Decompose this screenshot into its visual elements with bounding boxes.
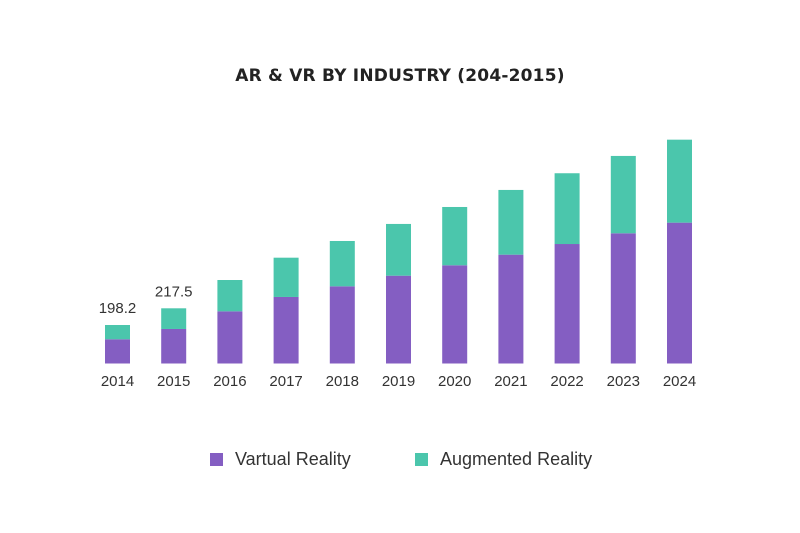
legend-item-vr: Vartual Reality (210, 449, 351, 470)
bar-ar-2022 (554, 173, 580, 245)
bar-ar-2019 (386, 223, 411, 276)
bar-ar-2018 (329, 240, 355, 287)
bar-ar-2020 (442, 206, 468, 266)
legend-label-vr: Vartual Reality (235, 449, 351, 469)
x-tick-label: 2023 (607, 373, 640, 390)
legend-swatch-ar (415, 453, 428, 466)
bar-vr-2019 (386, 275, 411, 364)
legend-swatch-vr (210, 453, 223, 466)
bar-vr-2017 (273, 296, 299, 364)
data-label: 198.2 (99, 300, 137, 317)
x-tick-label: 2017 (269, 373, 302, 390)
bar-vr-2023 (610, 233, 636, 364)
legend-item-ar: Augmented Reality (415, 449, 592, 470)
bar-vr-2024 (667, 222, 692, 364)
bar-vr-2020 (442, 265, 468, 364)
x-tick-label: 2014 (101, 373, 134, 390)
bar-ar-2024 (667, 139, 692, 223)
x-tick-label: 2016 (213, 373, 246, 390)
bar-vr-2016 (217, 311, 243, 364)
bar-ar-2021 (498, 189, 524, 255)
x-tick-label: 2015 (157, 373, 190, 390)
bar-ar-2017 (273, 257, 299, 297)
x-tick-label: 2019 (382, 373, 415, 390)
bar-vr-2015 (161, 328, 187, 364)
bar-vr-2014 (105, 339, 130, 364)
data-label: 217.5 (155, 283, 193, 300)
bar-ar-2016 (217, 280, 243, 312)
x-tick-label: 2021 (494, 373, 527, 390)
x-tick-label: 2022 (550, 373, 583, 390)
legend-label-ar: Augmented Reality (440, 449, 593, 469)
bar-vr-2022 (554, 244, 580, 364)
x-tick-label: 2020 (438, 373, 471, 390)
bar-ar-2014 (105, 324, 130, 340)
bar-vr-2021 (498, 254, 524, 364)
bar-ar-2015 (161, 308, 187, 329)
chart-title: AR & VR BY INDUSTRY (204-2015) (235, 66, 565, 86)
x-tick-label: 2018 (326, 373, 359, 390)
bar-ar-2023 (610, 155, 636, 234)
bar-vr-2018 (329, 286, 355, 364)
x-tick-label: 2024 (663, 373, 696, 390)
